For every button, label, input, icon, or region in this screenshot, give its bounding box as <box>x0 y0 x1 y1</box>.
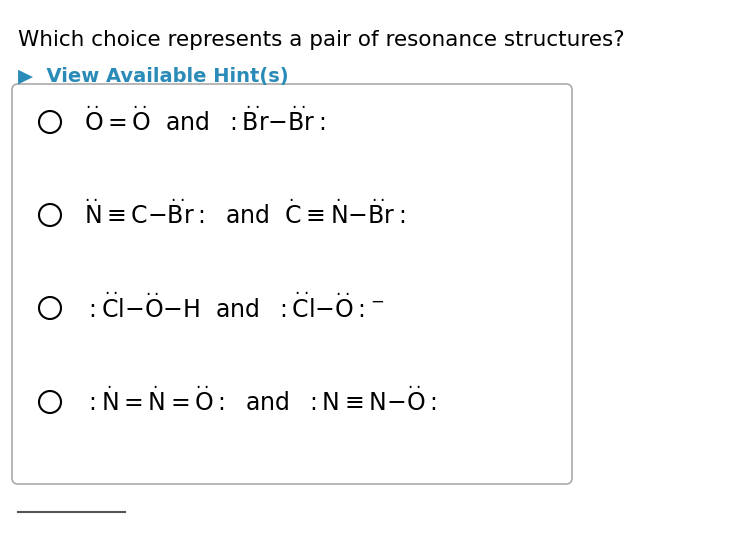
Text: ▶  View Available Hint(s): ▶ View Available Hint(s) <box>18 67 289 86</box>
Text: Which choice represents a pair of resonance structures?: Which choice represents a pair of resona… <box>18 30 625 50</box>
Text: $:\overset{..}{\mathrm{Cl}}{-}\overset{..}{\mathrm{O}}{-}\mathrm{H}$  and  $:\ov: $:\overset{..}{\mathrm{Cl}}{-}\overset{.… <box>84 293 385 323</box>
Text: $:\overset{.}{\mathrm{N}}{=}\overset{.}{\mathrm{N}}{=}\overset{..}{\mathrm{O}}:$: $:\overset{.}{\mathrm{N}}{=}\overset{.}{… <box>84 388 436 416</box>
Text: $\overset{..}{\mathrm{O}}{=}\overset{..}{\mathrm{O}}$  and  $:\overset{..}{\math: $\overset{..}{\mathrm{O}}{=}\overset{..}… <box>84 107 326 136</box>
FancyBboxPatch shape <box>12 84 572 484</box>
Text: $\overset{..}{\mathrm{N}}{\equiv}\mathrm{C}{-}\overset{..}{\mathrm{Br}}:$  and  : $\overset{..}{\mathrm{N}}{\equiv}\mathrm… <box>84 201 405 230</box>
